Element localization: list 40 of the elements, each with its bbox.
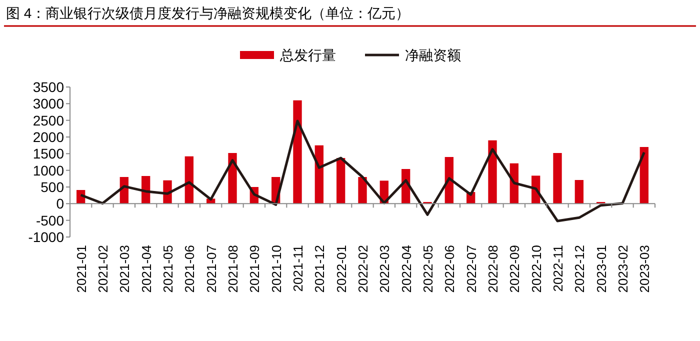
x-tick-label: 2023-01	[594, 245, 609, 293]
x-tick-label: 2021-09	[247, 245, 262, 293]
x-tick-label: 2023-03	[637, 245, 652, 293]
x-tick-label: 2021-07	[204, 245, 219, 293]
y-tick-label: 3000	[32, 96, 64, 112]
legend-label: 总发行量	[279, 47, 336, 63]
x-tick-label: 2022-02	[356, 245, 370, 293]
y-tick-label: 2000	[32, 129, 64, 145]
x-tick-label: 2021-08	[226, 245, 240, 293]
y-tick-label: 2500	[32, 112, 64, 128]
y-tick-label: 0	[56, 196, 64, 212]
x-tick-label: 2021-12	[312, 245, 328, 293]
x-tick-label: 2021-04	[138, 245, 154, 293]
x-tick-label: 2022-09	[507, 245, 522, 293]
x-tick-label: 2022-04	[398, 245, 414, 293]
x-tick-label: 2021-11	[290, 245, 306, 292]
x-tick-label: 2021-01	[74, 245, 89, 293]
x-tick-label: 2022-01	[334, 245, 349, 293]
chart-title: 图 4：商业银行次级债月度发行与净融资规模变化（单位：亿元）	[6, 5, 410, 21]
y-tick-label: 1000	[32, 162, 64, 178]
y-tick-label: -1000	[28, 229, 64, 245]
x-tick-label: 2022-03	[377, 245, 392, 293]
x-tick-label: 2022-11	[550, 245, 566, 292]
legend-label: 净融资额	[405, 47, 461, 63]
x-tick-label: 2022-05	[420, 245, 436, 293]
x-tick-label: 2021-05	[160, 245, 176, 293]
x-tick-label: 2021-02	[96, 245, 110, 293]
x-tick-label: 2021-10	[268, 245, 284, 293]
x-tick-label: 2021-03	[117, 245, 132, 293]
x-tick-label: 2021-06	[182, 245, 198, 293]
x-tick-label: 2022-06	[442, 245, 458, 293]
x-tick-label: 2022-10	[528, 245, 544, 293]
y-tick-label: 3500	[32, 79, 64, 95]
x-tick-label: 2022-12	[572, 245, 588, 293]
y-tick-label: 500	[40, 179, 64, 195]
y-tick-label: 1500	[32, 146, 64, 162]
y-tick-label: -500	[36, 212, 64, 228]
x-tick-label: 2022-07	[464, 245, 479, 293]
x-tick-label: 2023-02	[616, 245, 630, 293]
x-tick-label: 2022-08	[486, 245, 500, 293]
